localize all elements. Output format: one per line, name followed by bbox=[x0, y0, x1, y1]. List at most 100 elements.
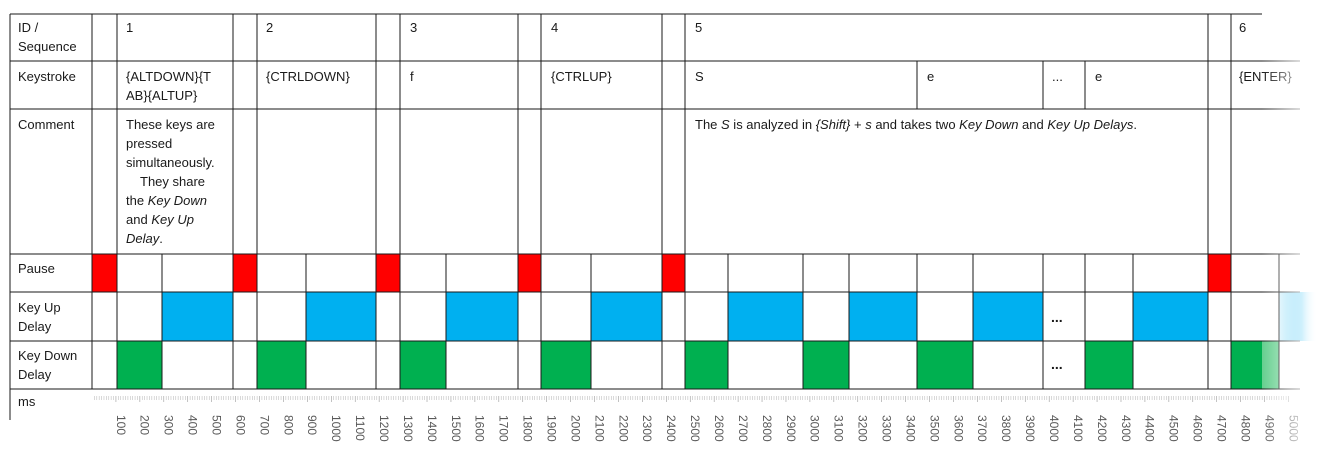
axis-tick-label: 2000 bbox=[568, 415, 582, 442]
sequence-id: 5 bbox=[695, 20, 702, 35]
pause-block bbox=[376, 254, 400, 292]
axis-tick-label: 1900 bbox=[544, 415, 558, 442]
key-up-delay-block bbox=[1133, 292, 1208, 341]
axis-tick-label: 3900 bbox=[1023, 415, 1037, 442]
axis-tick-label: 3600 bbox=[951, 415, 965, 442]
axis-tick-label: 2700 bbox=[736, 415, 750, 442]
row-label-id: ID / bbox=[18, 20, 39, 35]
axis-tick-label: 1800 bbox=[521, 415, 535, 442]
svg-text:They share: They share bbox=[140, 174, 205, 189]
axis-tick-label: 200 bbox=[138, 415, 152, 435]
keystroke-cell: e bbox=[1095, 69, 1102, 84]
axis-tick-label: 3700 bbox=[975, 415, 989, 442]
axis-tick-label: 2300 bbox=[640, 415, 654, 442]
row-labels: ID / Sequence Keystroke Comment Pause Ke… bbox=[18, 20, 77, 409]
axis-tick-label: 4400 bbox=[1143, 415, 1157, 442]
sequence-id: 4 bbox=[551, 20, 558, 35]
axis-tick-label: 2800 bbox=[760, 415, 774, 442]
keystroke-cell: {CTRLUP} bbox=[551, 69, 612, 84]
key-up-delay-block bbox=[306, 292, 376, 341]
key-down-delay-block bbox=[1231, 341, 1262, 389]
axis-tick-label: 2100 bbox=[592, 415, 606, 442]
key-down-delay-block bbox=[685, 341, 728, 389]
axis-tick-label: 1000 bbox=[329, 415, 343, 442]
axis-tick-label: 4500 bbox=[1167, 415, 1181, 442]
axis-tick-label: 800 bbox=[281, 415, 295, 435]
axis-tick-label: 4800 bbox=[1238, 415, 1252, 442]
axis-tick-label: 1300 bbox=[401, 415, 415, 442]
pause-block bbox=[662, 254, 685, 292]
key-up-delay-block bbox=[849, 292, 917, 341]
sequence-id: 2 bbox=[266, 20, 273, 35]
axis-tick-label: 2200 bbox=[616, 415, 630, 442]
axis-tick-label: 4700 bbox=[1215, 415, 1229, 442]
table-grid bbox=[9, 13, 1300, 420]
axis-tick-label: 300 bbox=[162, 415, 176, 435]
key-up-delay-block bbox=[162, 292, 233, 341]
axis-tick-label: 3300 bbox=[880, 415, 894, 442]
axis-tick-label: 900 bbox=[305, 415, 319, 435]
key-up-delay-block bbox=[591, 292, 662, 341]
svg-text:simultaneously.: simultaneously. bbox=[126, 155, 215, 170]
keystroke-cell: f bbox=[410, 69, 414, 84]
axis-tick-label: 3800 bbox=[999, 415, 1013, 442]
key-down-delay-block bbox=[400, 341, 446, 389]
svg-text:The S is analyzed in {Shift} +: The S is analyzed in {Shift} + s and tak… bbox=[695, 117, 1137, 132]
key-down-ellipsis: ... bbox=[1051, 356, 1063, 372]
axis-tick-label: 1100 bbox=[353, 415, 367, 441]
keystrokes: {ALTDOWN}{T AB}{ALTUP} {CTRLDOWN} f {CTR… bbox=[126, 69, 1292, 103]
svg-text:These keys are: These keys are bbox=[126, 117, 215, 132]
key-up-ellipsis: ... bbox=[1051, 309, 1063, 325]
axis-tick-label: 3500 bbox=[927, 415, 941, 442]
axis-tick-label: 3000 bbox=[808, 415, 822, 442]
svg-text:Delay.: Delay. bbox=[126, 231, 163, 246]
timing-ellipses: ... ... bbox=[1051, 309, 1063, 372]
key-up-delay-block bbox=[728, 292, 803, 341]
axis-tick-label: 100 bbox=[114, 415, 128, 435]
axis-tick-label: 3400 bbox=[903, 415, 917, 442]
comment-sequence-5: The S is analyzed in {Shift} + s and tak… bbox=[695, 117, 1137, 132]
key-down-delay-block bbox=[917, 341, 973, 389]
sequence-id: 6 bbox=[1239, 20, 1246, 35]
sequence-id: 3 bbox=[410, 20, 417, 35]
row-label-key-down-delay: Key Down bbox=[18, 348, 77, 363]
axis-tick-label: 4600 bbox=[1191, 415, 1205, 442]
axis-tick-label: 3200 bbox=[856, 415, 870, 442]
keystroke-cell: {ALTDOWN}{T bbox=[126, 69, 211, 84]
keystroke-cell: AB}{ALTUP} bbox=[126, 88, 198, 103]
key-down-delay-block bbox=[1085, 341, 1133, 389]
pause-block bbox=[92, 254, 117, 292]
axis-tick-label: 2600 bbox=[712, 415, 726, 442]
keystroke-cell: e bbox=[927, 69, 934, 84]
axis-tick-label: 4100 bbox=[1071, 415, 1085, 442]
keystroke-cell: S bbox=[695, 69, 704, 84]
key-down-delay-block bbox=[541, 341, 591, 389]
axis-tick-label: 2400 bbox=[664, 415, 678, 442]
ms-axis: 100 200 300 400 500 600 700 800 900 1000 1100 1200 1… bbox=[94, 396, 1300, 442]
row-label-keystroke: Keystroke bbox=[18, 69, 76, 84]
axis-tick-label: 1600 bbox=[473, 415, 487, 442]
row-label-id: Sequence bbox=[18, 39, 77, 54]
row-label-key-down-delay: Delay bbox=[18, 367, 52, 382]
key-down-delay-block bbox=[257, 341, 306, 389]
axis-tick-label: 500 bbox=[209, 415, 223, 435]
row-label-comment: Comment bbox=[18, 117, 75, 132]
axis-tick-label: 1700 bbox=[497, 415, 511, 442]
axis-tick-label: 1400 bbox=[425, 415, 439, 442]
pause-block bbox=[518, 254, 541, 292]
axis-tick-label: 1500 bbox=[449, 415, 463, 442]
axis-tick-label: 1200 bbox=[377, 415, 391, 442]
axis-tick-label: 4200 bbox=[1095, 415, 1109, 442]
axis-tick-label: 700 bbox=[257, 415, 271, 435]
sequence-id: 1 bbox=[126, 20, 133, 35]
keystroke-cell: ... bbox=[1052, 69, 1063, 84]
pause-block bbox=[1208, 254, 1231, 292]
pause-block bbox=[233, 254, 257, 292]
axis-tick-label: 600 bbox=[233, 415, 247, 435]
comment-sequence-1: These keys are pressed simultaneously. T… bbox=[126, 117, 215, 246]
axis-tick-label: 2900 bbox=[784, 415, 798, 442]
row-label-pause: Pause bbox=[18, 261, 55, 276]
key-up-delay-block bbox=[446, 292, 518, 341]
axis-tick-label: 2500 bbox=[688, 415, 702, 442]
